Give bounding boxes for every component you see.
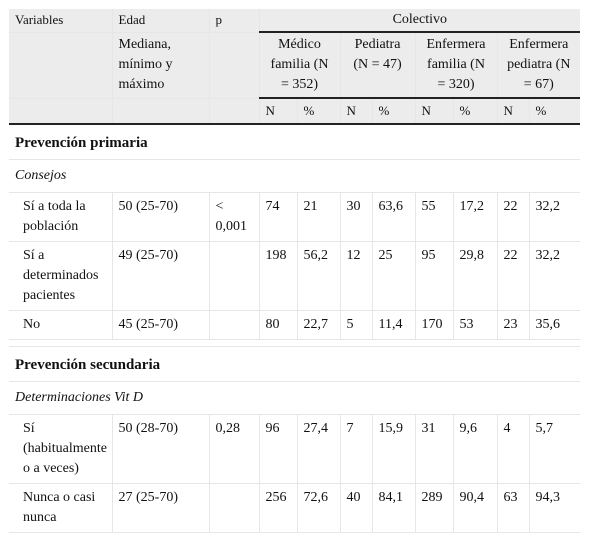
- subsection-title: Consejos: [9, 159, 581, 193]
- cell-pct: 72,6: [297, 483, 341, 533]
- cell-pct: 29,8: [453, 241, 498, 311]
- cell-pct: 5,7: [529, 414, 581, 484]
- header-pct: %: [372, 98, 416, 125]
- subsection-title: Determinaciones Vit D: [9, 381, 581, 415]
- cell-pct: 53: [453, 310, 498, 340]
- table-row: Sí (habitualmente o a veces) 50 (28-70) 0,…: [9, 414, 581, 484]
- header-p: p: [209, 9, 260, 33]
- cell-n: 63: [497, 483, 530, 533]
- cell-pct: 25: [372, 241, 416, 311]
- cell-pct: 15,9: [372, 414, 416, 484]
- header-n: N: [415, 98, 454, 125]
- row-label: Sí a toda la población: [9, 192, 113, 242]
- header-edad-sub: Mediana, mínimo y máximo: [112, 32, 210, 99]
- prevention-table: Variables Edad p Colectivo Mediana, míni…: [9, 9, 581, 533]
- cell-n: 31: [415, 414, 454, 484]
- header-group-enfermera-familia: Enfermera familia (N = 320): [415, 32, 498, 99]
- cell-n: 256: [259, 483, 298, 533]
- cell-pct: 32,2: [529, 241, 581, 311]
- header-n: N: [259, 98, 298, 125]
- cell-pct: 90,4: [453, 483, 498, 533]
- row-label: Sí (habitualmente o a veces): [9, 414, 113, 484]
- header-group-medico-familia: Médico familia (N = 352): [259, 32, 341, 99]
- cell-n: 22: [497, 192, 530, 242]
- cell-n: 23: [497, 310, 530, 340]
- table-header: Variables Edad p Colectivo Mediana, míni…: [9, 9, 581, 125]
- cell-pct: 94,3: [529, 483, 581, 533]
- row-p-value: 0,28: [209, 414, 260, 484]
- cell-n: 198: [259, 241, 298, 311]
- row-p-value: [209, 310, 260, 340]
- header-variables: Variables: [9, 9, 113, 33]
- row-edad: 45 (25-70): [112, 310, 210, 340]
- cell-pct: 32,2: [529, 192, 581, 242]
- cell-n: 95: [415, 241, 454, 311]
- row-edad: 49 (25-70): [112, 241, 210, 311]
- section-row: Prevención primaria: [9, 124, 581, 160]
- header-group-pediatra: Pediatra (N = 47): [340, 32, 416, 99]
- cell-pct: 9,6: [453, 414, 498, 484]
- cell-pct: 22,7: [297, 310, 341, 340]
- table-row: Sí a toda la población 50 (25-70) < 0,001 7…: [9, 192, 581, 242]
- table-row: Sí a determinados pacientes 49 (25-70) 198…: [9, 241, 581, 311]
- cell-pct: 56,2: [297, 241, 341, 311]
- cell-n: 7: [340, 414, 373, 484]
- cell-n: 96: [259, 414, 298, 484]
- header-pct: %: [453, 98, 498, 125]
- row-p-value: [209, 241, 260, 311]
- cell-n: 30: [340, 192, 373, 242]
- header-edad: Edad: [112, 9, 210, 33]
- row-edad: 50 (25-70): [112, 192, 210, 242]
- header-n: N: [497, 98, 530, 125]
- row-label: No: [9, 310, 113, 340]
- cell-n: 55: [415, 192, 454, 242]
- header-pct: %: [529, 98, 581, 125]
- cell-n: 5: [340, 310, 373, 340]
- subsection-row: Determinaciones Vit D: [9, 381, 581, 415]
- row-label: Sí a determinados pacientes: [9, 241, 113, 311]
- cell-n: 80: [259, 310, 298, 340]
- cell-n: 289: [415, 483, 454, 533]
- cell-pct: 63,6: [372, 192, 416, 242]
- subsection-row: Consejos: [9, 159, 581, 193]
- header-pct: %: [297, 98, 341, 125]
- cell-pct: 27,4: [297, 414, 341, 484]
- cell-n: 12: [340, 241, 373, 311]
- cell-n: 4: [497, 414, 530, 484]
- table-row: No 45 (25-70) 80 22,7 5 11,4 170 53 23 35,6: [9, 310, 581, 340]
- cell-n: 22: [497, 241, 530, 311]
- section-row: Prevención secundaria: [9, 346, 581, 382]
- cell-pct: 17,2: [453, 192, 498, 242]
- row-edad: 50 (28-70): [112, 414, 210, 484]
- row-p-value: [209, 483, 260, 533]
- header-group-enfermera-pediatra: Enfermera pediatra (N = 67): [497, 32, 581, 99]
- section-title: Prevención primaria: [9, 124, 581, 160]
- header-colectivo: Colectivo: [259, 9, 581, 33]
- row-label: Nunca o casi nunca: [9, 483, 113, 533]
- cell-n: 74: [259, 192, 298, 242]
- row-p-value: < 0,001: [209, 192, 260, 242]
- table-row: Nunca o casi nunca 27 (25-70) 256 72,6 40 84,…: [9, 483, 581, 533]
- table-body: Prevención primaria Consejos Sí a toda la …: [9, 124, 581, 533]
- cell-pct: 11,4: [372, 310, 416, 340]
- row-edad: 27 (25-70): [112, 483, 210, 533]
- cell-n: 170: [415, 310, 454, 340]
- header-n: N: [340, 98, 373, 125]
- cell-pct: 21: [297, 192, 341, 242]
- cell-pct: 35,6: [529, 310, 581, 340]
- section-title: Prevención secundaria: [9, 346, 581, 382]
- cell-n: 40: [340, 483, 373, 533]
- cell-pct: 84,1: [372, 483, 416, 533]
